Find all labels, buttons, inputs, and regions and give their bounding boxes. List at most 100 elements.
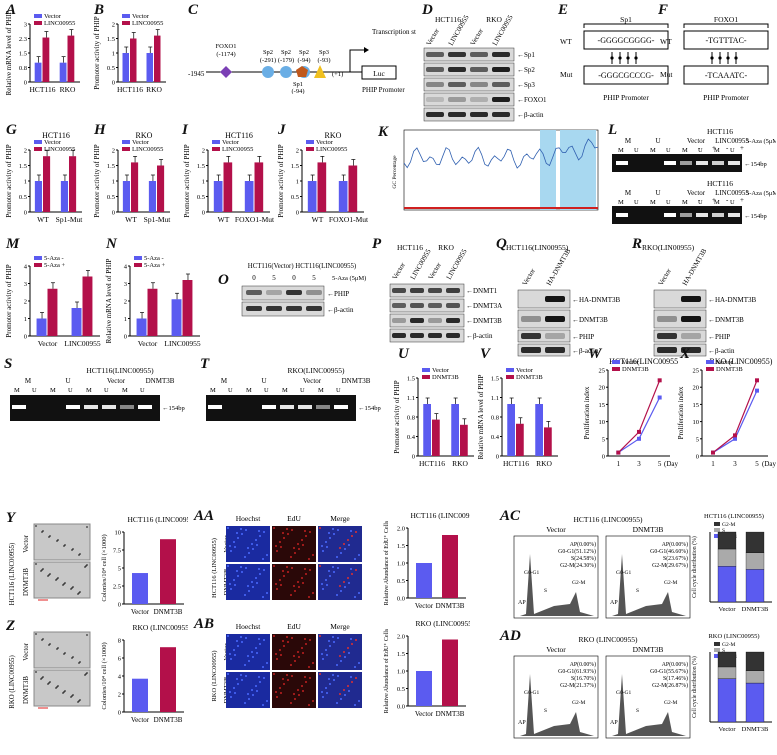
legend-swatch — [612, 367, 620, 371]
legend-entry: Vector — [516, 367, 534, 374]
tick-label: 2 — [296, 148, 299, 155]
micrograph — [272, 564, 316, 600]
colony-image — [33, 523, 91, 561]
bar — [60, 181, 68, 212]
band — [410, 288, 424, 293]
bar — [460, 424, 468, 456]
lane-label: Vector — [425, 27, 441, 47]
tick-label: 15 — [693, 402, 700, 409]
phase-label: S — [544, 708, 547, 714]
band — [306, 306, 322, 311]
cell-line-label: HCT116 — [707, 127, 733, 136]
band — [392, 333, 406, 338]
band — [410, 333, 424, 338]
panel-label-a: A — [6, 2, 17, 18]
tick-label: 0 — [496, 454, 499, 461]
bar — [416, 563, 432, 598]
phase-stat: S(23.67%) — [663, 555, 688, 562]
band-size-label: ←154bp — [162, 405, 185, 412]
band — [448, 52, 466, 57]
bar — [146, 53, 153, 82]
flow-panel-ad: RKO (LINC00955)VectorAP(0.00%)G0-G1(61.9… — [513, 635, 691, 739]
band-label: ←HA-DNMT3B — [572, 296, 621, 304]
blot-strip — [389, 283, 465, 298]
group-label: U — [65, 377, 70, 385]
bar — [34, 181, 42, 212]
band — [426, 112, 444, 117]
legend-entry: DNMT3B — [716, 366, 743, 373]
bar-chart-ab: RKO (LINC00955) 0.0 0.5 1.0 1.5 2.0 Relative A… — [383, 619, 470, 718]
luc-label: Luc — [373, 69, 385, 78]
histogram — [612, 554, 686, 616]
y-axis-label: Proliferation index — [677, 386, 685, 439]
blot-title: HCT116(LIN00955) — [506, 243, 569, 252]
blot-strip — [241, 301, 325, 317]
wt-box — [683, 30, 769, 50]
column-label: Hoechst — [236, 514, 261, 523]
panel-label-w: W — [588, 346, 602, 362]
band — [681, 347, 701, 353]
category-label: Vector — [131, 716, 150, 724]
panel-label-u: U — [398, 346, 409, 362]
category-label: RKO — [536, 459, 552, 468]
category-label: HCT116 — [503, 459, 529, 468]
tick-label: 25 — [599, 368, 606, 375]
tick-label: 1.5 — [19, 51, 27, 58]
column-label: DNMT3B — [633, 525, 664, 534]
site-name: FOXO1 — [216, 43, 237, 50]
bar-segment — [745, 569, 765, 603]
cell-line-label: HCT116 — [397, 243, 423, 252]
phase-stat: S(17.46%) — [663, 675, 688, 682]
cell-line-label: HCT116 — [707, 179, 733, 188]
chart-title: HCT116 (LINC00955) — [410, 511, 470, 520]
bar — [160, 647, 176, 712]
bar — [42, 37, 50, 82]
x-tick-label: 3 — [637, 460, 641, 468]
blot-strip — [653, 289, 707, 309]
tick-label: 1.5 — [107, 36, 115, 43]
micrograph — [226, 672, 270, 708]
promoter-label: PHIP Promoter — [362, 86, 405, 94]
band-label: ←β-actin — [327, 306, 354, 314]
point — [711, 450, 715, 455]
tick-label: 0.0 — [397, 596, 405, 603]
category-label: HCT116 — [30, 85, 56, 94]
mu-label: U — [730, 147, 735, 154]
bar — [132, 573, 148, 604]
band — [681, 296, 701, 302]
phase-stat: G0-G1(55.67%) — [650, 668, 688, 675]
category-label: RKO — [452, 459, 468, 468]
legend-swatch — [506, 375, 514, 379]
tick-label: 0.5 — [291, 194, 299, 201]
tick-label: 0 — [296, 210, 299, 217]
bar — [148, 181, 156, 212]
histogram — [520, 674, 594, 736]
legend-entry: DNMT3B — [622, 366, 649, 373]
micrograph — [318, 672, 362, 708]
gel-band — [280, 405, 294, 409]
point — [657, 378, 662, 383]
bar-chart-g: 0 0.5 1 1.5 2 Promoter activity of PHIP HCT116… — [5, 131, 83, 224]
wt-label: WT — [660, 37, 672, 46]
gel-band — [84, 405, 98, 409]
tick-label: 1 — [296, 179, 299, 186]
foxo1-site — [220, 66, 232, 78]
lane-label: Vector — [427, 261, 443, 281]
bar — [69, 156, 77, 212]
bar — [182, 280, 193, 336]
band — [492, 52, 510, 57]
factor-title: FOXO1 — [714, 15, 738, 24]
phase-stat: G2-M(21.37%) — [560, 682, 596, 689]
band — [681, 316, 701, 322]
chart-title: RKO (LINC00955) — [708, 633, 759, 640]
bar — [416, 671, 432, 706]
bar — [82, 276, 93, 336]
legend-swatch — [714, 648, 720, 652]
y-axis-label: Relative Abundance of EdU⁺ Cells — [383, 628, 390, 713]
legend-swatch — [34, 256, 42, 260]
tick-label: 0.8 — [491, 415, 499, 422]
tick-label: 1 — [24, 179, 27, 186]
band — [266, 306, 282, 311]
site-position: (-94) — [298, 57, 311, 64]
